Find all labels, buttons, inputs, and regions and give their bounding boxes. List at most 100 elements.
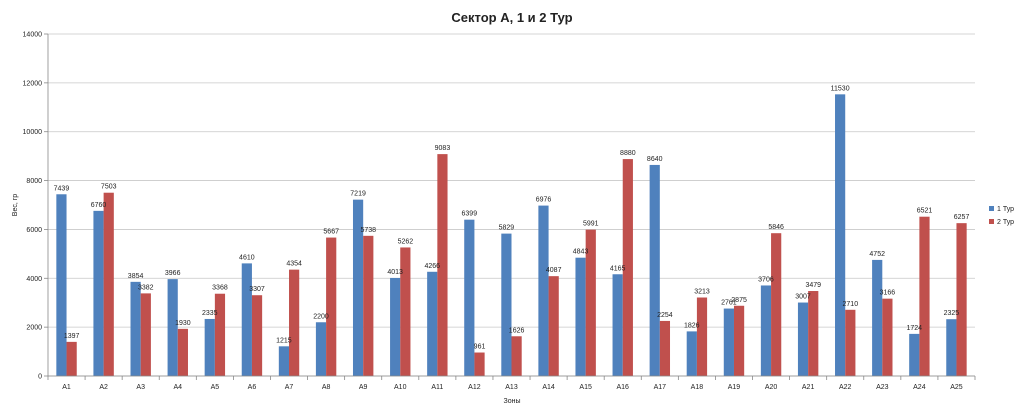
- data-label: 2875: [731, 297, 747, 304]
- data-label: 1826: [684, 322, 700, 329]
- y-tick-label: 4000: [26, 276, 42, 283]
- data-label: 5991: [583, 221, 599, 228]
- x-tick-label: А5: [211, 384, 220, 391]
- data-labels: 7439 1397 6760 7503 3854 3382 3966 1930 2335 3368…: [54, 85, 970, 350]
- data-label: 1626: [509, 327, 525, 334]
- bar-2: [808, 291, 819, 376]
- bar-1: [686, 331, 697, 376]
- bar-2: [882, 298, 893, 376]
- bar-2: [251, 295, 263, 376]
- x-axis-ticks: А1 А2 А3 А4 А5 А6 А7 А8 А9 А10 А11 А12 А13 А14 А15 А16 А…: [47, 376, 976, 391]
- data-label: 5846: [768, 224, 784, 231]
- bar-1: [872, 259, 883, 376]
- bar-1: [538, 205, 549, 376]
- data-label: 2761: [721, 300, 737, 307]
- data-label: 3966: [165, 270, 181, 277]
- data-label: 7503: [101, 184, 117, 191]
- y-tick-label: 0: [38, 374, 42, 381]
- legend-swatch: [989, 206, 994, 211]
- bar-2: [696, 297, 708, 376]
- x-tick-label: А16: [617, 384, 630, 391]
- data-label: 4087: [546, 267, 562, 274]
- bar-1: [464, 219, 475, 376]
- bar-2: [659, 320, 671, 376]
- bar-1: [56, 194, 67, 376]
- bar-1: [723, 308, 734, 376]
- bar-2: [733, 305, 745, 376]
- bar-1: [946, 319, 957, 376]
- x-tick-label: А19: [728, 384, 741, 391]
- data-label: 4354: [286, 261, 302, 268]
- bar-2: [956, 223, 967, 376]
- bar-2: [103, 192, 114, 376]
- x-tick-label: А12: [468, 384, 481, 391]
- data-label: 5262: [398, 238, 414, 245]
- x-tick-label: А25: [950, 384, 963, 391]
- data-label: 4165: [610, 265, 626, 272]
- x-tick-label: А7: [285, 384, 294, 391]
- x-tick-label: А9: [359, 384, 368, 391]
- y-tick-label: 10000: [23, 129, 43, 136]
- bar-1: [575, 257, 586, 376]
- bar-1: [649, 164, 660, 376]
- data-label: 2325: [944, 310, 960, 317]
- x-tick-label: А14: [542, 384, 555, 391]
- bar-1: [130, 281, 141, 376]
- data-label: 8880: [620, 150, 636, 157]
- y-tick-label: 6000: [26, 227, 42, 234]
- data-label: 4013: [387, 269, 403, 276]
- bar-2: [474, 352, 485, 376]
- x-tick-label: А3: [136, 384, 145, 391]
- x-tick-label: А23: [876, 384, 889, 391]
- data-label: 5738: [360, 227, 376, 234]
- data-label: 3479: [805, 282, 821, 289]
- data-label: 4610: [239, 254, 255, 261]
- data-label: 7439: [54, 185, 70, 192]
- chart-title: Сектор А, 1 и 2 Тур: [451, 10, 572, 25]
- x-tick-label: А18: [691, 384, 704, 391]
- x-tick-label: А2: [99, 384, 108, 391]
- bar-2: [66, 341, 77, 376]
- data-label: 6399: [462, 211, 478, 218]
- data-label: 11530: [831, 85, 850, 92]
- bar-1: [352, 199, 364, 376]
- data-label: 3166: [880, 290, 896, 297]
- bar-2: [548, 276, 559, 376]
- bar-2: [289, 269, 300, 376]
- x-tick-label: А21: [802, 384, 815, 391]
- x-axis-title: Зоны: [503, 398, 520, 405]
- bar-1: [501, 233, 512, 376]
- bar-2: [140, 293, 151, 376]
- data-label: 2254: [657, 312, 673, 319]
- bar-1: [204, 318, 215, 376]
- data-label: 2335: [202, 310, 218, 317]
- x-tick-label: А13: [505, 384, 518, 391]
- data-label: 2200: [313, 313, 329, 320]
- data-label: 1930: [175, 320, 191, 327]
- data-label: 3307: [249, 286, 265, 293]
- bars: [56, 94, 967, 377]
- x-tick-label: А11: [431, 384, 443, 391]
- legend-label: 2 Тур: [997, 219, 1014, 226]
- legend: 1 Тур 2 Тур: [989, 206, 1014, 226]
- data-label: 961: [474, 344, 486, 351]
- x-tick-label: А1: [62, 384, 71, 391]
- y-tick-label: 2000: [26, 325, 42, 332]
- bar-1: [241, 263, 252, 376]
- data-label: 6760: [91, 202, 107, 209]
- data-label: 3706: [758, 276, 774, 283]
- bar-1: [315, 322, 327, 376]
- x-tick-label: А24: [913, 384, 926, 391]
- bar-1: [909, 333, 920, 376]
- bar-1: [612, 274, 623, 376]
- bar-1: [427, 271, 438, 376]
- y-axis-ticks: 0 2000 4000 6000 8000 10000 12000 14000: [23, 32, 48, 381]
- legend-swatch: [989, 219, 994, 224]
- data-label: 5667: [323, 229, 339, 236]
- data-label: 1397: [64, 333, 80, 340]
- x-tick-label: А15: [579, 384, 592, 391]
- data-label: 3368: [212, 285, 228, 292]
- data-label: 2710: [843, 301, 859, 308]
- data-label: 8640: [647, 156, 663, 163]
